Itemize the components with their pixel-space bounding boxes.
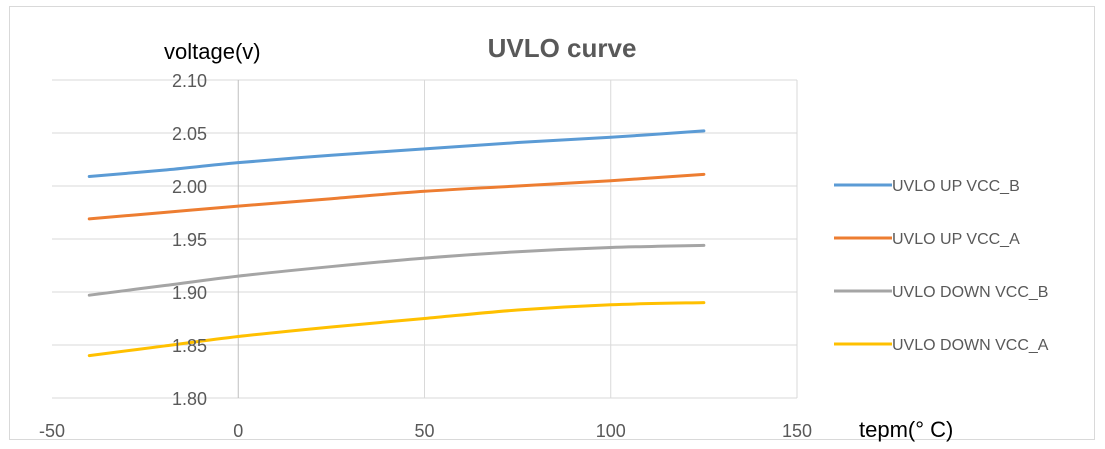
y-tick-label: 1.85 — [172, 336, 207, 356]
y-axis-label: voltage(v) — [164, 39, 261, 64]
y-tick-label: 1.80 — [172, 389, 207, 409]
y-tick-label: 2.10 — [172, 71, 207, 91]
legend-label: UVLO DOWN VCC_B — [892, 284, 1048, 301]
series-line-3 — [87, 243, 706, 297]
tick-labels: 1.80 1.85 1.90 1.95 2.00 2.05 2.10 -50 0 50 100 150 — [39, 71, 812, 441]
x-tick-label: 150 — [782, 421, 812, 441]
legend-label: UVLO UP VCC_B — [892, 178, 1020, 195]
x-tick-label: 100 — [596, 421, 626, 441]
x-tick-label: 50 — [414, 421, 434, 441]
x-axis-label: tepm(° C) — [859, 417, 953, 442]
y-tick-label: 2.05 — [172, 124, 207, 144]
legend: UVLO UP VCC_B UVLO UP VCC_A UVLO DOWN VCC_… — [834, 178, 1049, 354]
series-line-4 — [87, 301, 706, 358]
series-line-1 — [87, 129, 706, 178]
legend-label: UVLO DOWN VCC_A — [892, 337, 1049, 354]
legend-label: UVLO UP VCC_A — [892, 231, 1020, 248]
x-tick-label: 0 — [233, 421, 243, 441]
x-tick-label: -50 — [39, 421, 65, 441]
series-lines — [87, 129, 706, 358]
gridlines — [52, 79, 798, 399]
y-tick-label: 1.90 — [172, 283, 207, 303]
series-line-2 — [87, 172, 706, 221]
chart-title: UVLO curve — [488, 33, 637, 63]
y-tick-label: 2.00 — [172, 177, 207, 197]
y-tick-label: 1.95 — [172, 230, 207, 250]
chart-frame — [9, 6, 1095, 440]
